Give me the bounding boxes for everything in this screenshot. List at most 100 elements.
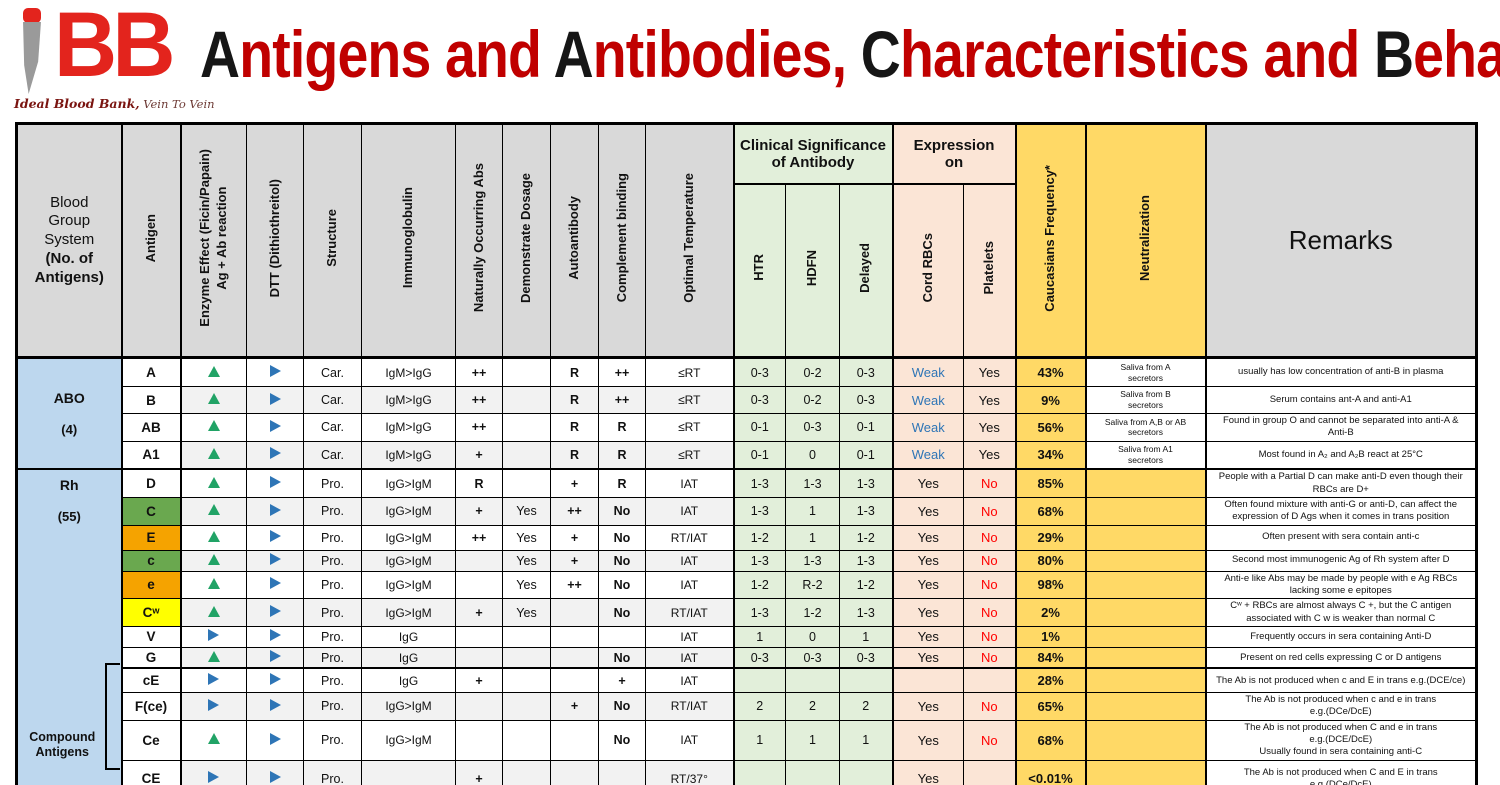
- immunoglobulin-cell: IgG>IgM: [361, 691, 456, 721]
- delayed-cell: 1-3: [839, 549, 893, 572]
- table-row: Ce Pro. IgG>IgM No IAT 1 1 1 Yes No 68% The Ab is n…: [17, 719, 1477, 761]
- antigen-cell: D: [120, 468, 181, 498]
- platelets-cell: [963, 759, 1016, 785]
- logo-letters: BB: [54, 0, 175, 96]
- delayed-cell: 1-3: [839, 496, 893, 526]
- neutralization-cell: [1084, 625, 1206, 648]
- delayed-cell: 1: [839, 719, 893, 761]
- enzyme-enhanced-icon: [207, 733, 220, 745]
- naturally-occurring-abs-cell: +: [455, 759, 503, 785]
- table-row: A1 Car. IgM>IgG + R R ≤RT 0-1 0 0-1 Weak Yes 34% Sali…: [17, 440, 1477, 470]
- optimal-temperature-cell: RT/IAT: [645, 598, 734, 627]
- delayed-cell: 0-3: [839, 646, 893, 669]
- delayed-cell: 2: [839, 691, 893, 721]
- enzyme-effect-cell: [179, 625, 247, 648]
- demonstrate-dosage-cell: [502, 357, 551, 387]
- naturally-occurring-abs-cell: ++: [455, 413, 503, 442]
- cord-rbcs-cell: Weak: [891, 413, 964, 442]
- enzyme-effect-cell: [179, 468, 247, 498]
- immunoglobulin-cell: IgG: [361, 646, 456, 669]
- neutralization-cell: Saliva from B secretors: [1084, 386, 1206, 414]
- htr-cell: 1-2: [732, 524, 786, 551]
- htr-cell: 1-3: [732, 598, 786, 627]
- remarks-cell: usually has low concentration of anti-B …: [1204, 357, 1477, 387]
- optimal-temperature-cell: ≤RT: [645, 357, 734, 387]
- htr-cell: 0-3: [732, 357, 786, 387]
- immunoglobulin-cell: IgG: [361, 667, 456, 693]
- no-change-icon: [269, 698, 281, 711]
- naturally-occurring-abs-cell: R: [455, 468, 503, 498]
- antigen-cell: G: [120, 646, 181, 669]
- htr-cell: 1-3: [732, 496, 786, 526]
- enzyme-enhanced-icon: [207, 447, 220, 459]
- enzyme-effect-cell: [179, 667, 247, 693]
- no-change-icon: [269, 447, 281, 460]
- tie-icon: [14, 6, 52, 94]
- header-optimal-temperature: Optimal Temperature: [645, 123, 734, 358]
- remarks-cell: Present on red cells expressing C or D a…: [1204, 646, 1477, 669]
- optimal-temperature-cell: IAT: [645, 549, 734, 572]
- antigen-cell: F(ce): [120, 691, 181, 721]
- dtt-cell: [246, 413, 304, 442]
- structure-cell: Car.: [303, 357, 362, 387]
- frequency-cell: 2%: [1014, 598, 1086, 627]
- antigen-cell: CE: [120, 759, 181, 785]
- enzyme-enhanced-icon: [207, 650, 220, 662]
- structure-cell: Pro.: [303, 667, 362, 693]
- structure-cell: Pro.: [303, 759, 362, 785]
- dtt-cell: [246, 646, 304, 669]
- platelets-cell: No: [963, 549, 1016, 572]
- no-change-icon: [269, 605, 281, 618]
- optimal-temperature-cell: RT/IAT: [645, 524, 734, 551]
- table-row: AB Car. IgM>IgG ++ R R ≤RT 0-1 0-3 0-1 Weak Yes 56% S…: [17, 413, 1477, 442]
- enzyme-effect-cell: [179, 759, 247, 785]
- enzyme-enhanced-icon: [207, 577, 220, 589]
- system-name: ABO: [53, 390, 85, 407]
- system-name: Rh: [59, 477, 79, 494]
- hdfn-cell: 1: [785, 524, 840, 551]
- header-dtt: DTT (Dithiothreitol): [246, 123, 304, 358]
- hdfn-cell: 1: [785, 496, 840, 526]
- platelets-cell: No: [963, 524, 1016, 551]
- autoantibody-cell: R: [550, 413, 599, 442]
- immunoglobulin-cell: IgG>IgM: [361, 570, 456, 600]
- optimal-temperature-cell: IAT: [645, 570, 734, 600]
- hdfn-cell: 0-2: [785, 357, 840, 387]
- frequency-cell: 9%: [1014, 386, 1086, 414]
- naturally-occurring-abs-cell: [455, 549, 503, 572]
- structure-cell: Pro.: [303, 524, 362, 551]
- complement-binding-cell: [598, 625, 646, 648]
- htr-cell: [732, 759, 786, 785]
- naturally-occurring-abs-cell: [455, 625, 503, 648]
- dtt-cell: [246, 570, 304, 600]
- demonstrate-dosage-cell: [502, 468, 551, 498]
- frequency-cell: 65%: [1014, 691, 1086, 721]
- no-change-icon: [269, 503, 281, 516]
- table-row: G Pro. IgG No IAT 0-3 0-3 0-3 Yes No 84% Present on…: [17, 646, 1477, 669]
- enzyme-effect-cell: [179, 413, 247, 442]
- optimal-temperature-cell: IAT: [645, 719, 734, 761]
- cord-rbcs-cell: Weak: [891, 440, 964, 470]
- antigen-cell: cE: [120, 667, 181, 693]
- complement-binding-cell: R: [598, 413, 646, 442]
- no-change-icon: [269, 577, 281, 590]
- dtt-cell: [246, 598, 304, 627]
- hdfn-cell: 0-3: [785, 646, 840, 669]
- immunoglobulin-cell: IgM>IgG: [361, 440, 456, 470]
- neutralization-cell: [1084, 570, 1206, 600]
- hdfn-cell: 2: [785, 691, 840, 721]
- autoantibody-cell: ++: [550, 570, 599, 600]
- platelets-cell: Yes: [963, 386, 1016, 414]
- htr-cell: 1: [732, 719, 786, 761]
- antigen-cell: V: [120, 625, 181, 648]
- hdfn-cell: [785, 667, 840, 693]
- demonstrate-dosage-cell: [502, 759, 551, 785]
- antigen-cell: e: [120, 570, 181, 600]
- dtt-cell: [246, 549, 304, 572]
- naturally-occurring-abs-cell: +: [455, 496, 503, 526]
- platelets-cell: No: [963, 598, 1016, 627]
- complement-binding-cell: No: [598, 646, 646, 669]
- optimal-temperature-cell: RT/37°: [645, 759, 734, 785]
- header-immunoglobulin: Immunoglobulin: [361, 123, 456, 358]
- enzyme-effect-cell: [179, 570, 247, 600]
